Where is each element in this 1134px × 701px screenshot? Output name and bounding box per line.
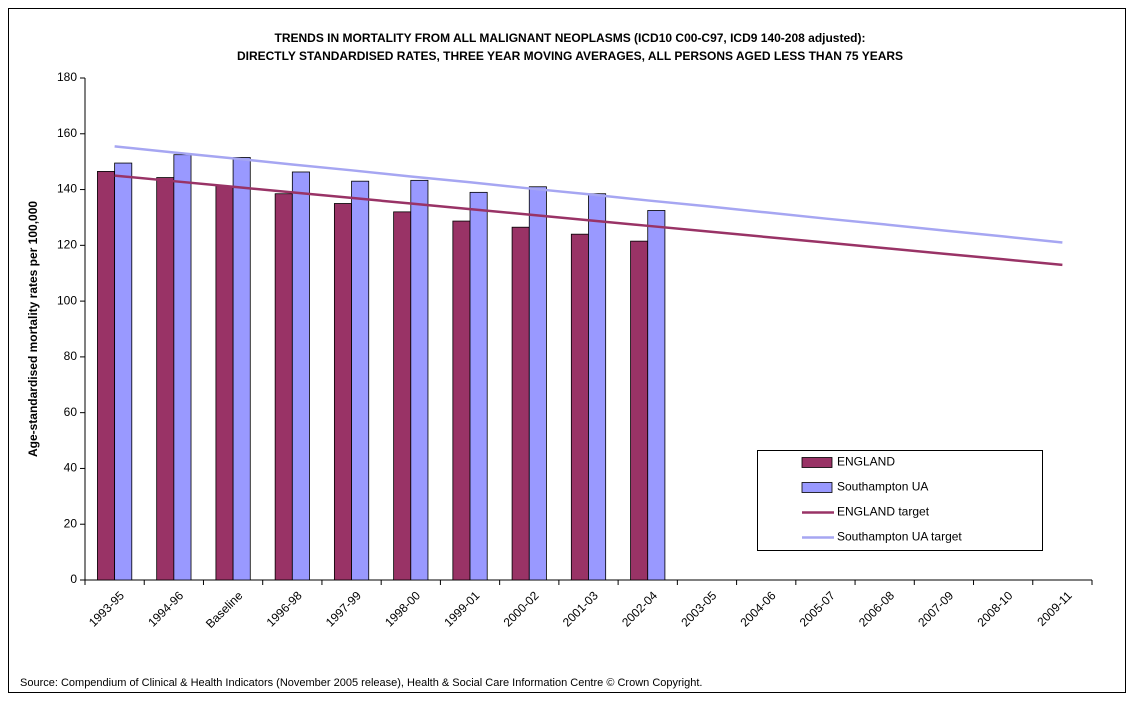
legend-label: ENGLAND target — [837, 505, 930, 519]
bar — [393, 211, 412, 581]
bar — [647, 210, 666, 581]
y-tick-label: 140 — [57, 182, 77, 196]
y-tick-label: 100 — [57, 293, 77, 307]
bar — [156, 177, 175, 581]
bar — [528, 186, 547, 581]
legend-swatch — [801, 457, 833, 468]
bar — [173, 154, 192, 581]
chart-border — [8, 8, 1126, 693]
bar — [333, 203, 352, 581]
bar — [97, 171, 116, 581]
bar — [232, 157, 251, 581]
target-line — [114, 145, 1063, 244]
y-tick-label: 120 — [57, 238, 77, 252]
y-tick-label: 60 — [64, 405, 78, 419]
legend-swatch — [801, 482, 833, 493]
bar — [469, 191, 488, 581]
y-tick-label: 0 — [70, 572, 77, 586]
legend-label: Southampton UA target — [837, 530, 962, 544]
bar — [570, 233, 589, 581]
y-tick-label: 180 — [57, 70, 77, 84]
y-tick-label: 20 — [64, 516, 78, 530]
bar — [452, 220, 471, 581]
y-tick-label: 40 — [64, 461, 78, 475]
bar — [588, 193, 607, 581]
bar — [351, 180, 370, 581]
bar — [215, 185, 234, 581]
bar — [274, 193, 293, 581]
bar — [114, 162, 133, 581]
chart-subtitle: DIRECTLY STANDARDISED RATES, THREE YEAR … — [237, 49, 903, 63]
y-tick-label: 80 — [64, 349, 78, 363]
y-axis-label: Age-standardised mortality rates per 100… — [26, 201, 40, 457]
bar — [511, 226, 530, 581]
target-line — [114, 174, 1063, 267]
y-tick-label: 160 — [57, 126, 77, 140]
bar — [291, 171, 310, 581]
legend-label: ENGLAND — [837, 455, 895, 469]
legend-label: Southampton UA — [837, 480, 928, 494]
source-note: Source: Compendium of Clinical & Health … — [20, 677, 702, 689]
chart-title: TRENDS IN MORTALITY FROM ALL MALIGNANT N… — [275, 31, 866, 45]
bar — [410, 179, 429, 581]
bar — [630, 240, 649, 581]
